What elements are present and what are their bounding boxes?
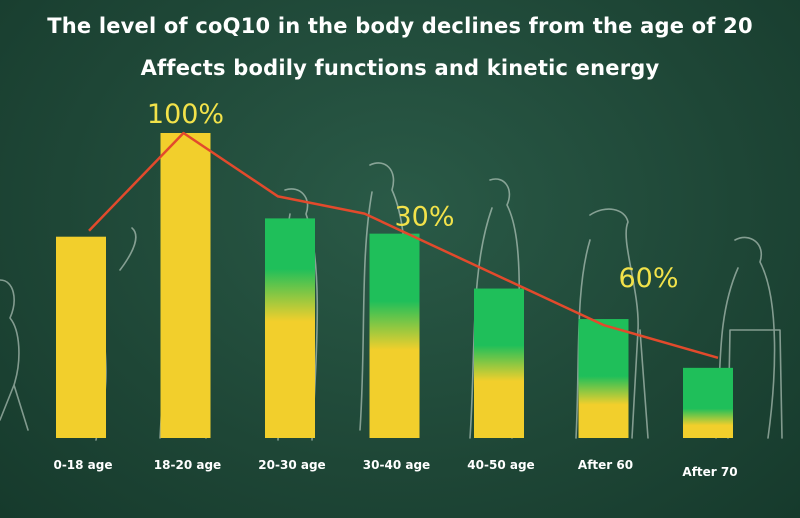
x-tick-label: 30-40 age: [363, 458, 430, 472]
x-tick-label: After 60: [578, 458, 633, 472]
x-tick-label: 18-20 age: [154, 458, 221, 472]
bar-30-40-age: [369, 233, 420, 438]
bar-after-70: [683, 367, 733, 438]
percent-annotation: 60%: [618, 263, 678, 294]
bar-20-30-age: [265, 218, 315, 438]
bar-after-60: [578, 319, 629, 438]
percent-annotation: 100%: [147, 99, 224, 130]
trend-line: [88, 131, 719, 360]
x-tick-label: 40-50 age: [467, 458, 534, 472]
x-tick-label: After 70: [682, 465, 737, 479]
trend-line-group: [88, 131, 719, 360]
bar-18-20-age: [160, 133, 211, 438]
x-tick-label: 0-18 age: [53, 458, 112, 472]
chart-subtitle: Affects bodily functions and kinetic ene…: [140, 56, 660, 80]
annotations-group: 100% 30% 60%: [147, 99, 679, 294]
x-tick-label: 20-30 age: [258, 458, 325, 472]
chart-title: The level of coQ10 in the body declines …: [47, 14, 753, 38]
x-axis-labels: 0-18 age 18-20 age 20-30 age 30-40 age 40-50…: [53, 458, 737, 479]
bar-40-50-age: [474, 288, 524, 438]
bars-group: [56, 133, 733, 438]
percent-annotation: 30%: [394, 202, 454, 233]
bar-0-18-age: [56, 236, 106, 438]
